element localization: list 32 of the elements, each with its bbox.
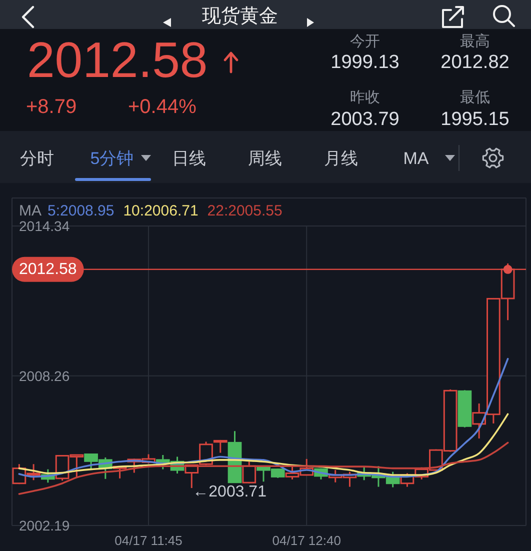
text: 5:2008.95 [48, 202, 114, 220]
candlestick [213, 439, 228, 454]
text: 2012.58 [27, 32, 208, 88]
y-tick-label: 2002.19 [19, 518, 70, 534]
text: 5分钟 [90, 149, 134, 168]
text: 日线 [172, 149, 206, 168]
annotation: ←2003.71 [192, 484, 267, 501]
y-tick-label: 2008.26 [19, 368, 70, 384]
text: 22:2005.55 [207, 202, 282, 220]
text: 昨收 [350, 89, 380, 106]
y-tick-label: 2014.34 [19, 218, 70, 234]
text: 最高 [460, 33, 490, 50]
text: +0.44% [128, 96, 197, 118]
candlestick [242, 460, 256, 484]
text: 周线 [248, 149, 282, 168]
text: 2003.79 [330, 109, 400, 130]
text: 今开 [350, 33, 380, 50]
chart-title: 现货黄金 [202, 6, 278, 27]
text: 2012.82 [440, 52, 510, 73]
x-tick-label: 04/17 12:40 [272, 533, 341, 548]
text: +8.79 [26, 96, 77, 118]
text: 1999.13 [330, 52, 400, 73]
text: 1995.15 [440, 109, 510, 130]
text: MA [403, 149, 430, 168]
ref-line-label: 2012.58 [18, 260, 77, 278]
legend-title: MA [19, 202, 42, 220]
line-series [18, 442, 509, 495]
x-tick-label: 04/17 11:45 [114, 533, 182, 548]
text: 最低 [460, 89, 490, 106]
text: 月线 [324, 149, 358, 168]
text: 10:2006.71 [123, 202, 198, 220]
text: 分时 [20, 149, 54, 168]
